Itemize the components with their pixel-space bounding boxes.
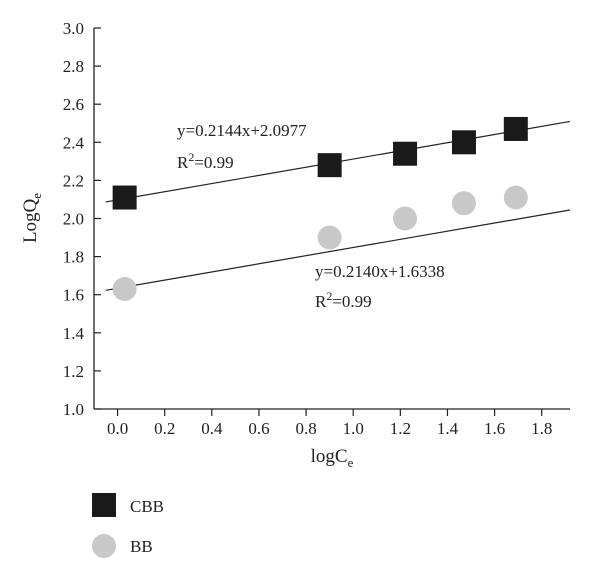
bb-data-point: [112, 276, 137, 301]
y-tick-label: 2.0: [63, 210, 84, 229]
y-axis-title: LogQe: [20, 193, 44, 243]
x-axis-title-subscript: e: [348, 455, 354, 470]
y-tick-label: 1.0: [63, 400, 84, 419]
bb-r2-annotation: R2=0.99: [315, 289, 372, 311]
bb-fit-line: [105, 209, 571, 291]
bb-data-point: [451, 191, 476, 216]
x-tick-label: 0.6: [248, 419, 269, 438]
bb-data-point: [317, 225, 342, 250]
x-ticks: 0.0 0.2 0.4 0.6 0.8 1.0 1.2 1.4 1.6 1.8: [107, 409, 552, 438]
cbb-equation-annotation: y=0.2144x+2.0977: [177, 121, 307, 140]
x-tick-label: 0.0: [107, 419, 128, 438]
x-tick-label: 0.8: [295, 419, 316, 438]
cbb-r2-annotation: R2=0.99: [177, 150, 234, 172]
x-axis-title: logCe: [311, 446, 354, 470]
x-tick-label: 1.4: [437, 419, 459, 438]
y-tick-label: 2.2: [63, 171, 84, 190]
legend-cbb-square-marker: [92, 493, 116, 517]
legend-cbb-label: CBB: [130, 497, 164, 516]
cbb-data-point: [317, 153, 342, 178]
cbb-data-point: [393, 141, 418, 166]
y-tick-label: 2.8: [63, 57, 84, 76]
markers: [112, 116, 528, 301]
y-ticks: 1.0 1.2 1.4 1.6 1.8 2.0 2.2 2.4 2.6 2.8 3.0: [63, 19, 101, 419]
y-tick-label: 1.8: [63, 248, 84, 267]
y-tick-label: 3.0: [63, 19, 84, 38]
y-tick-label: 2.4: [63, 133, 85, 152]
legend-bb-circle-marker: [92, 534, 116, 558]
bb-r2-superscript: 2: [326, 289, 332, 303]
x-tick-label: 1.2: [390, 419, 411, 438]
axes: [93, 28, 570, 410]
y-tick-label: 2.6: [63, 95, 84, 114]
cbb-data-point: [503, 116, 528, 141]
legend: CBB BB: [92, 493, 164, 558]
x-tick-label: 1.0: [343, 419, 364, 438]
x-tick-label: 1.6: [484, 419, 505, 438]
x-tick-label: 1.8: [531, 419, 552, 438]
x-tick-label: 0.4: [201, 419, 223, 438]
y-tick-label: 1.4: [63, 324, 85, 343]
cbb-data-point: [112, 185, 137, 210]
legend-bb-label: BB: [130, 537, 153, 556]
y-tick-label: 1.6: [63, 286, 84, 305]
y-axis-title-subscript: e: [29, 193, 44, 199]
cbb-data-point: [451, 130, 476, 155]
x-tick-label: 0.2: [154, 419, 175, 438]
bb-data-point: [503, 185, 528, 210]
cbb-r2-superscript: 2: [188, 150, 194, 164]
bb-equation-annotation: y=0.2140x+1.6338: [315, 262, 445, 281]
bb-data-point: [393, 206, 418, 231]
y-tick-label: 1.2: [63, 362, 84, 381]
